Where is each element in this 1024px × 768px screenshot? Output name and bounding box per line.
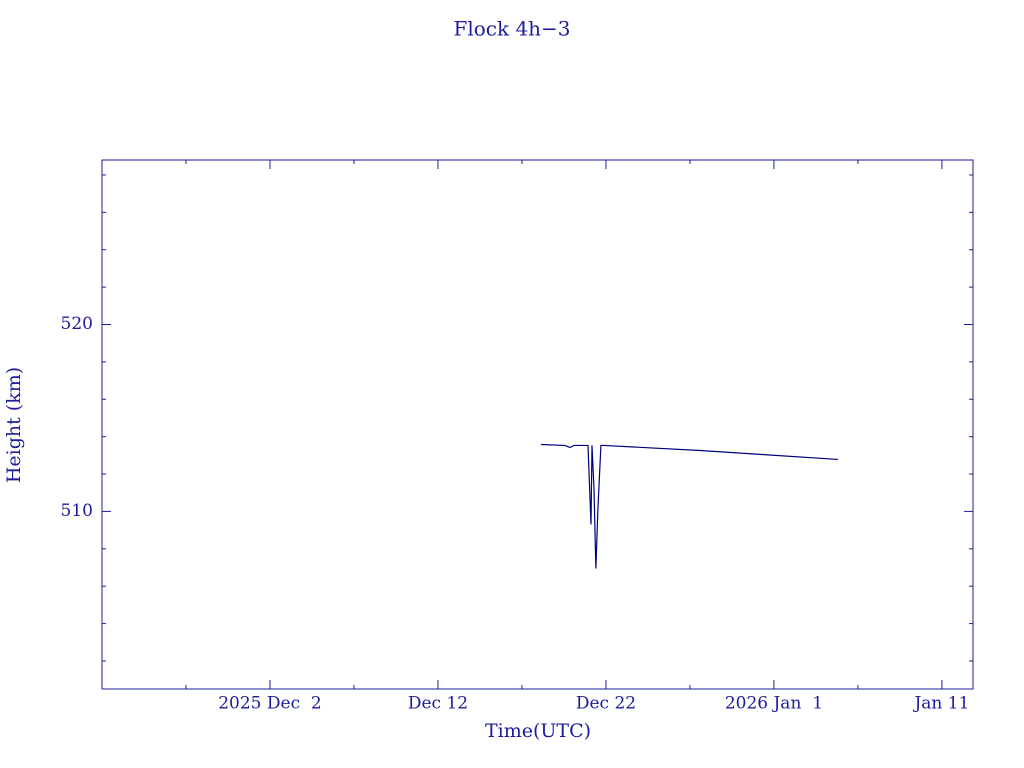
x-tick-label: Dec 22 <box>576 694 636 714</box>
y-axis-label: Height (km) <box>3 367 25 483</box>
y-tick-label: 510 <box>61 501 93 521</box>
x-tick-label: Jan 11 <box>912 694 969 714</box>
x-axis-label: Time(UTC) <box>485 720 591 742</box>
data-line <box>540 443 838 569</box>
plot-frame <box>101 159 974 690</box>
chart-title: Flock 4h−3 <box>453 17 570 41</box>
y-tick-label: 520 <box>61 314 93 334</box>
x-tick-label: 2025 Dec 2 <box>218 694 322 714</box>
x-tick-label: 2026 Jan 1 <box>725 694 823 714</box>
x-tick-label: Dec 12 <box>408 694 468 714</box>
